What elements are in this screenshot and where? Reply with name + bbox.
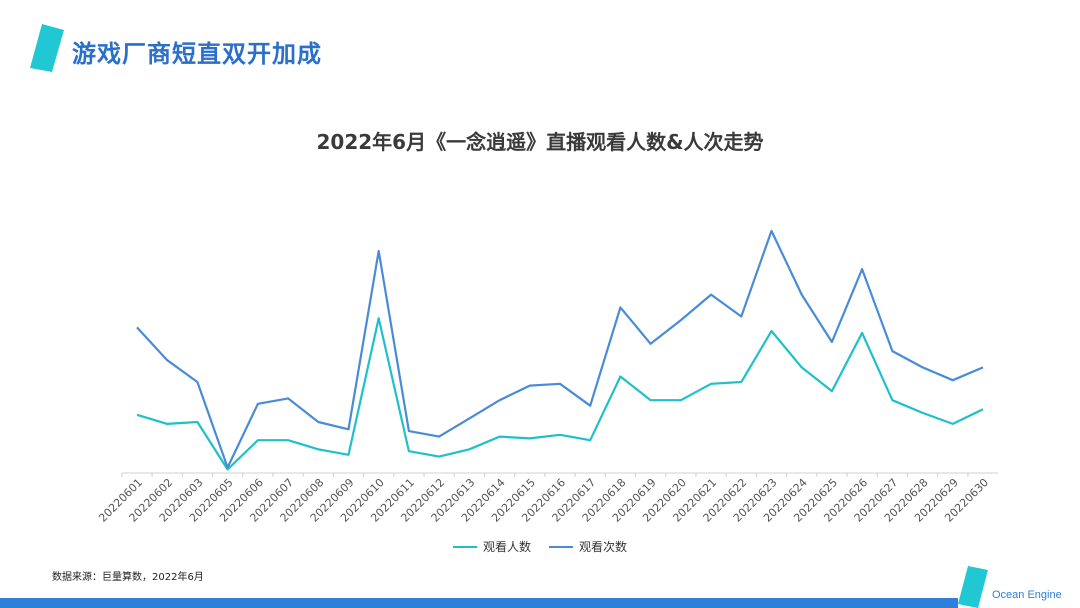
legend-label: 观看次数 [579, 540, 628, 554]
legend-item: 观看人数 [452, 538, 531, 555]
page-title: 游戏厂商短直双开加成 [72, 40, 322, 68]
bottom-bar [0, 598, 958, 608]
series-line-2 [136, 229, 984, 469]
brand-name: Ocean Engine [992, 589, 1062, 601]
series-line-1 [136, 317, 984, 471]
chart-title: 2022年6月《一念逍遥》直播观看人数&人次走势 [316, 130, 764, 154]
legend-label: 观看人数 [482, 540, 531, 554]
logo-icon [30, 24, 64, 72]
chart-legend: 观看人数 观看次数 [0, 538, 1080, 555]
legend-swatch [452, 545, 477, 548]
legend-swatch [549, 545, 573, 548]
legend-item: 观看次数 [549, 538, 627, 555]
brand-logo-icon [958, 566, 988, 608]
data-source-note: 数据来源：巨量算数，2022年6月 [52, 572, 204, 583]
